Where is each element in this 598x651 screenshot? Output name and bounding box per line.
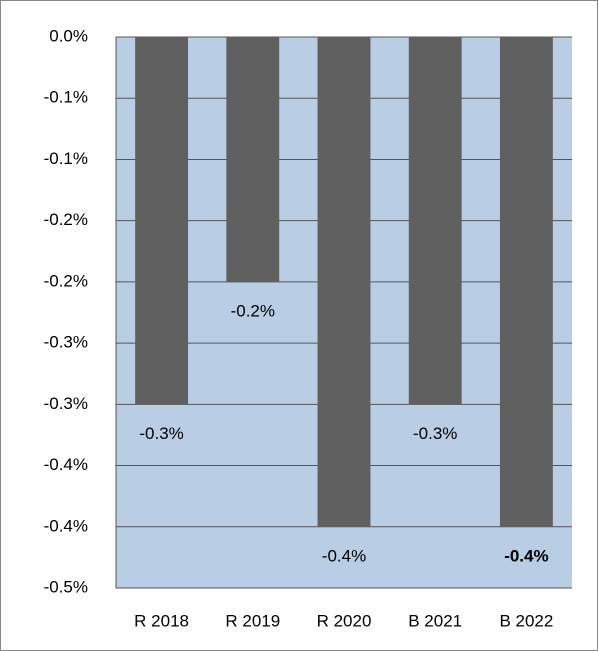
- bar: [499, 37, 553, 527]
- bar: [226, 37, 280, 282]
- y-tick-label: -0.3%: [44, 333, 88, 352]
- x-tick-label: R 2018: [134, 611, 189, 630]
- value-label: -0.4%: [504, 546, 548, 565]
- value-label: -0.3%: [139, 424, 183, 443]
- value-label: -0.4%: [322, 546, 366, 565]
- x-tick-label: R 2020: [317, 611, 372, 630]
- y-tick-label: -0.4%: [44, 516, 88, 535]
- y-tick-label: -0.5%: [44, 577, 88, 596]
- y-tick-label: -0.4%: [44, 455, 88, 474]
- bar: [135, 37, 189, 405]
- bar: [317, 37, 371, 527]
- value-label: -0.2%: [231, 301, 275, 320]
- y-tick-label: 0.0%: [49, 26, 88, 45]
- y-tick-label: -0.1%: [44, 149, 88, 168]
- x-tick-label: B 2022: [499, 611, 553, 630]
- bar: [408, 37, 462, 405]
- y-tick-label: -0.1%: [44, 88, 88, 107]
- y-tick-label: -0.2%: [44, 210, 88, 229]
- y-tick-label: -0.2%: [44, 271, 88, 290]
- value-label: -0.3%: [413, 424, 457, 443]
- y-tick-label: -0.3%: [44, 394, 88, 413]
- x-tick-label: R 2019: [225, 611, 280, 630]
- x-tick-label: B 2021: [408, 611, 462, 630]
